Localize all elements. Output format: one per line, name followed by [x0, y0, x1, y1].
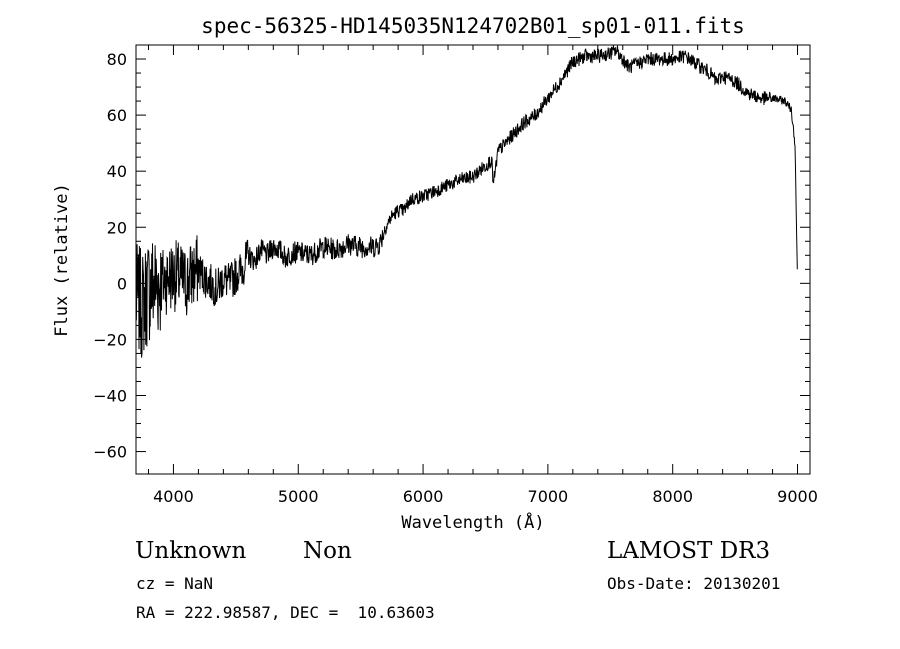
y-tick-label: 0	[117, 274, 127, 293]
x-tick-label: 5000	[278, 487, 319, 506]
object-name: Unknown	[135, 538, 247, 564]
survey-name: LAMOST DR3	[607, 538, 771, 564]
y-tick-label: 60	[107, 106, 127, 125]
y-tick-label: 80	[107, 50, 127, 69]
x-tick-label: 4000	[153, 487, 194, 506]
spectrum-line	[135, 45, 798, 358]
y-axis-label: Flux (relative)	[52, 183, 72, 337]
x-tick-label: 6000	[403, 487, 444, 506]
y-tick-label: −60	[93, 443, 127, 462]
redshift-text: cz = NaN	[136, 574, 214, 593]
plot-frame	[135, 44, 811, 475]
tick-labels: 4000 5000 6000 7000 8000 9000 −60 −40 −20 0 20 40 60…	[93, 50, 818, 506]
y-tick-label: 40	[107, 162, 127, 181]
chart-title: spec-56325-HD145035N124702B01_sp01-011.f…	[201, 14, 745, 38]
x-tick-label: 8000	[652, 487, 693, 506]
spectrum-line-layer	[135, 45, 798, 358]
x-tick-label: 7000	[528, 487, 569, 506]
x-tick-label: 9000	[777, 487, 818, 506]
object-class: Non	[303, 538, 352, 564]
coordinates-text: RA = 222.98587, DEC = 10.63603	[136, 603, 435, 622]
x-axis-label: Wavelength (Å)	[401, 511, 544, 533]
obs-date-text: Obs-Date: 20130201	[607, 574, 781, 593]
axis-ticks	[136, 45, 810, 474]
y-tick-label: −40	[93, 386, 127, 405]
y-tick-label: 20	[107, 218, 127, 237]
y-tick-label: −20	[93, 330, 127, 349]
